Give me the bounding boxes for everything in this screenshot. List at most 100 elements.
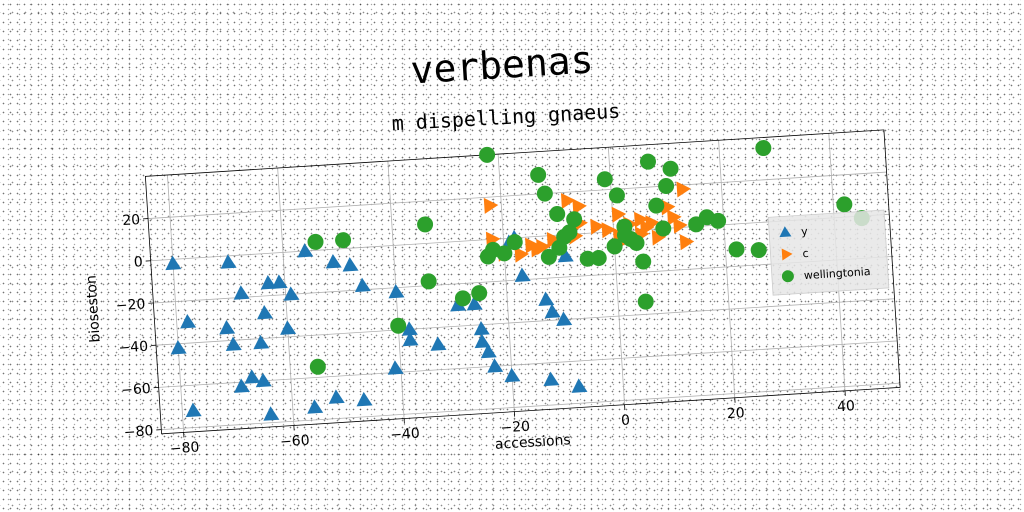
data-point: [387, 360, 404, 375]
data-point: [271, 274, 288, 289]
data-point: [549, 205, 566, 222]
data-point: [667, 209, 682, 226]
x-tick-label: −20: [500, 419, 530, 437]
data-point: [572, 198, 587, 215]
data-point: [836, 196, 853, 213]
chart-subtitle: m dispelling gnaeus: [391, 99, 621, 136]
data-point: [556, 311, 573, 327]
data-point: [660, 199, 676, 216]
data-point: [356, 391, 373, 407]
data-point: [420, 273, 437, 290]
data-point: [561, 224, 578, 241]
data-point: [645, 215, 660, 232]
data-point: [601, 222, 616, 239]
data-point: [530, 241, 546, 258]
data-point: [655, 220, 672, 237]
legend-marker: [779, 226, 792, 238]
data-point: [608, 187, 625, 204]
x-tick-label: −80: [169, 439, 199, 457]
data-point: [260, 275, 277, 290]
data-point: [728, 241, 745, 258]
data-point: [180, 314, 197, 329]
data-point: [750, 242, 767, 259]
data-point: [354, 277, 371, 293]
data-point: [571, 378, 588, 393]
data-point: [635, 253, 652, 270]
data-point: [673, 217, 688, 234]
data-point: [639, 153, 656, 170]
data-point: [662, 160, 679, 177]
data-point: [225, 336, 242, 352]
y-tick-label: 0: [133, 254, 143, 271]
data-point: [165, 255, 182, 271]
axis-ticks: −80 −60 −40 −20 0 20 40 20 0 −20 −40 −60 −80: [115, 212, 856, 457]
data-point: [253, 334, 270, 350]
legend-marker: [781, 248, 793, 261]
data-point: [342, 257, 359, 272]
x-grid-line: [718, 140, 736, 398]
data-point: [648, 197, 665, 214]
y-grid-line: [148, 171, 887, 219]
y-tick-label: 20: [122, 212, 141, 229]
data-point: [546, 232, 562, 249]
data-point: [634, 211, 649, 228]
data-point: [401, 321, 418, 336]
data-point: [480, 343, 497, 359]
data-point: [551, 239, 568, 256]
data-point: [388, 283, 405, 299]
x-tick-label: 40: [837, 398, 856, 415]
data-point: [487, 358, 504, 373]
data-point: [504, 367, 521, 383]
axes-frame: [144, 129, 901, 435]
data-point: [280, 320, 297, 335]
data-point: [637, 293, 654, 310]
data-point: [557, 247, 574, 263]
data-point: [466, 295, 483, 311]
legend-label: c: [802, 247, 809, 260]
data-point: [596, 171, 613, 188]
y-grid-line: [155, 298, 895, 346]
data-point: [590, 218, 605, 235]
x-grid-line: [607, 147, 625, 405]
y-tick-label: −20: [115, 296, 145, 314]
data-point: [283, 286, 300, 301]
data-point: [506, 234, 523, 251]
legend-box: [767, 209, 890, 296]
data-point: [233, 285, 250, 300]
plot-area: −80 −60 −40 −20 0 20 40 20 0 −20 −40 −60 −80 accessi…: [83, 129, 901, 457]
x-tick-label: 0: [621, 412, 631, 429]
data-point: [219, 320, 236, 335]
y-tick-label: −40: [118, 339, 148, 357]
data-point: [514, 267, 531, 283]
data-point: [679, 234, 695, 251]
data-point: [220, 254, 237, 269]
data-point: [335, 232, 352, 249]
x-tick-label: 20: [726, 405, 745, 422]
legend-marker: [781, 270, 794, 283]
data-point: [566, 211, 583, 228]
data-point: [430, 336, 447, 351]
data-point: [233, 378, 250, 393]
y-grid-line: [158, 340, 898, 388]
x-tick-label: −40: [390, 426, 420, 444]
data-point: [471, 285, 488, 302]
data-point: [483, 197, 499, 214]
x-grid-line: [167, 174, 185, 433]
data-point: [473, 320, 490, 336]
data-point: [606, 238, 623, 255]
chart-title: verbenas: [409, 37, 594, 92]
data-point: [309, 358, 326, 375]
y-axis-label: bioseston: [83, 275, 103, 343]
data-point: [402, 331, 419, 347]
data-point: [530, 166, 547, 183]
data-point: [560, 193, 576, 209]
data-point: [170, 340, 187, 355]
data-point: [538, 291, 555, 306]
data-point: [390, 317, 407, 334]
data-point: [328, 389, 345, 404]
data-point: [514, 246, 530, 263]
data-point: [257, 304, 273, 320]
y-tick-label: −80: [123, 423, 153, 441]
series-y: [165, 229, 588, 421]
